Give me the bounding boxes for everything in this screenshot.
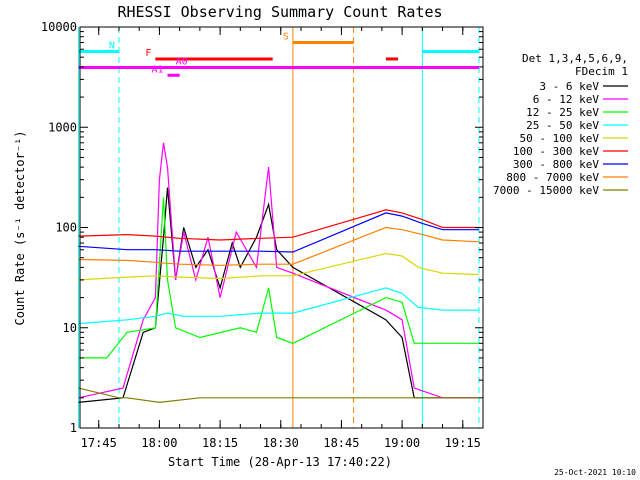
x-tick-label: 17:45	[81, 436, 117, 450]
y-tick-label: 100	[55, 221, 77, 235]
legend-entry-label: 50 - 100 keV	[520, 132, 600, 145]
legend-entry-label: 100 - 300 keV	[513, 145, 599, 158]
series-line-100-300-kev	[78, 209, 479, 241]
y-axis-label: Count Rate (s⁻¹ detector⁻¹)	[13, 130, 27, 325]
legend-entry-label: 6 - 12 keV	[533, 93, 600, 106]
y-tick-label: 1	[70, 421, 77, 435]
annotation-label-s: S	[283, 32, 289, 43]
series-line-50-100-kev	[78, 252, 480, 281]
legend-entry-label: 3 - 6 keV	[539, 80, 599, 93]
y-tick-label: 10000	[41, 20, 77, 34]
series-lines	[78, 142, 480, 404]
series-line-7000-15000-kev	[78, 387, 479, 404]
y-tick-label: 1000	[48, 120, 77, 134]
chart-title: RHESSI Observing Summary Count Rates	[117, 3, 442, 21]
annotation-label-n: N	[109, 40, 115, 51]
y-tick-label: 10	[63, 321, 77, 335]
legend-entry-label: 7000 - 15000 keV	[493, 184, 599, 197]
x-tick-label: 19:15	[445, 436, 481, 450]
annotation-label-f: F	[145, 48, 151, 59]
legend-entry-label: 800 - 7000 keV	[506, 171, 599, 184]
series-line-12-25-kev	[78, 197, 479, 359]
x-tick-label: 18:00	[141, 436, 177, 450]
x-axis-label: Start Time (28-Apr-13 17:40:22)	[168, 455, 392, 469]
x-tick-label: 18:45	[323, 436, 359, 450]
y-axis: 1 10 100 1000 10000	[41, 20, 483, 435]
legend-entry-label: 12 - 25 keV	[526, 106, 599, 119]
annotation-label-a1: A1	[151, 64, 163, 75]
x-axis: 17:45 18:00 18:15 18:30 18:45 19:00 19:15	[81, 27, 484, 450]
x-tick-label: 19:00	[384, 436, 420, 450]
legend-entry-label: 300 - 800 keV	[513, 158, 599, 171]
x-tick-label: 18:30	[263, 436, 299, 450]
series-line-800-7000-kev	[78, 226, 480, 266]
x-tick-label: 18:15	[202, 436, 238, 450]
series-line-6-12-kev	[78, 142, 479, 399]
legend-entry-label: 25 - 50 keV	[526, 119, 599, 132]
annotation-bars: N F S A0 A1	[78, 27, 480, 428]
series-line-300-800-kev	[78, 212, 479, 253]
series-line-25-50-kev	[78, 287, 479, 325]
series-line-3-6-kev	[78, 187, 479, 403]
generation-timestamp: 25-Oct-2021 10:10	[554, 468, 636, 477]
legend-header-line: FDecim 1	[575, 65, 628, 78]
annotation-label-a0: A0	[176, 56, 188, 67]
legend-header-line: Det 1,3,4,5,6,9,	[522, 52, 628, 65]
